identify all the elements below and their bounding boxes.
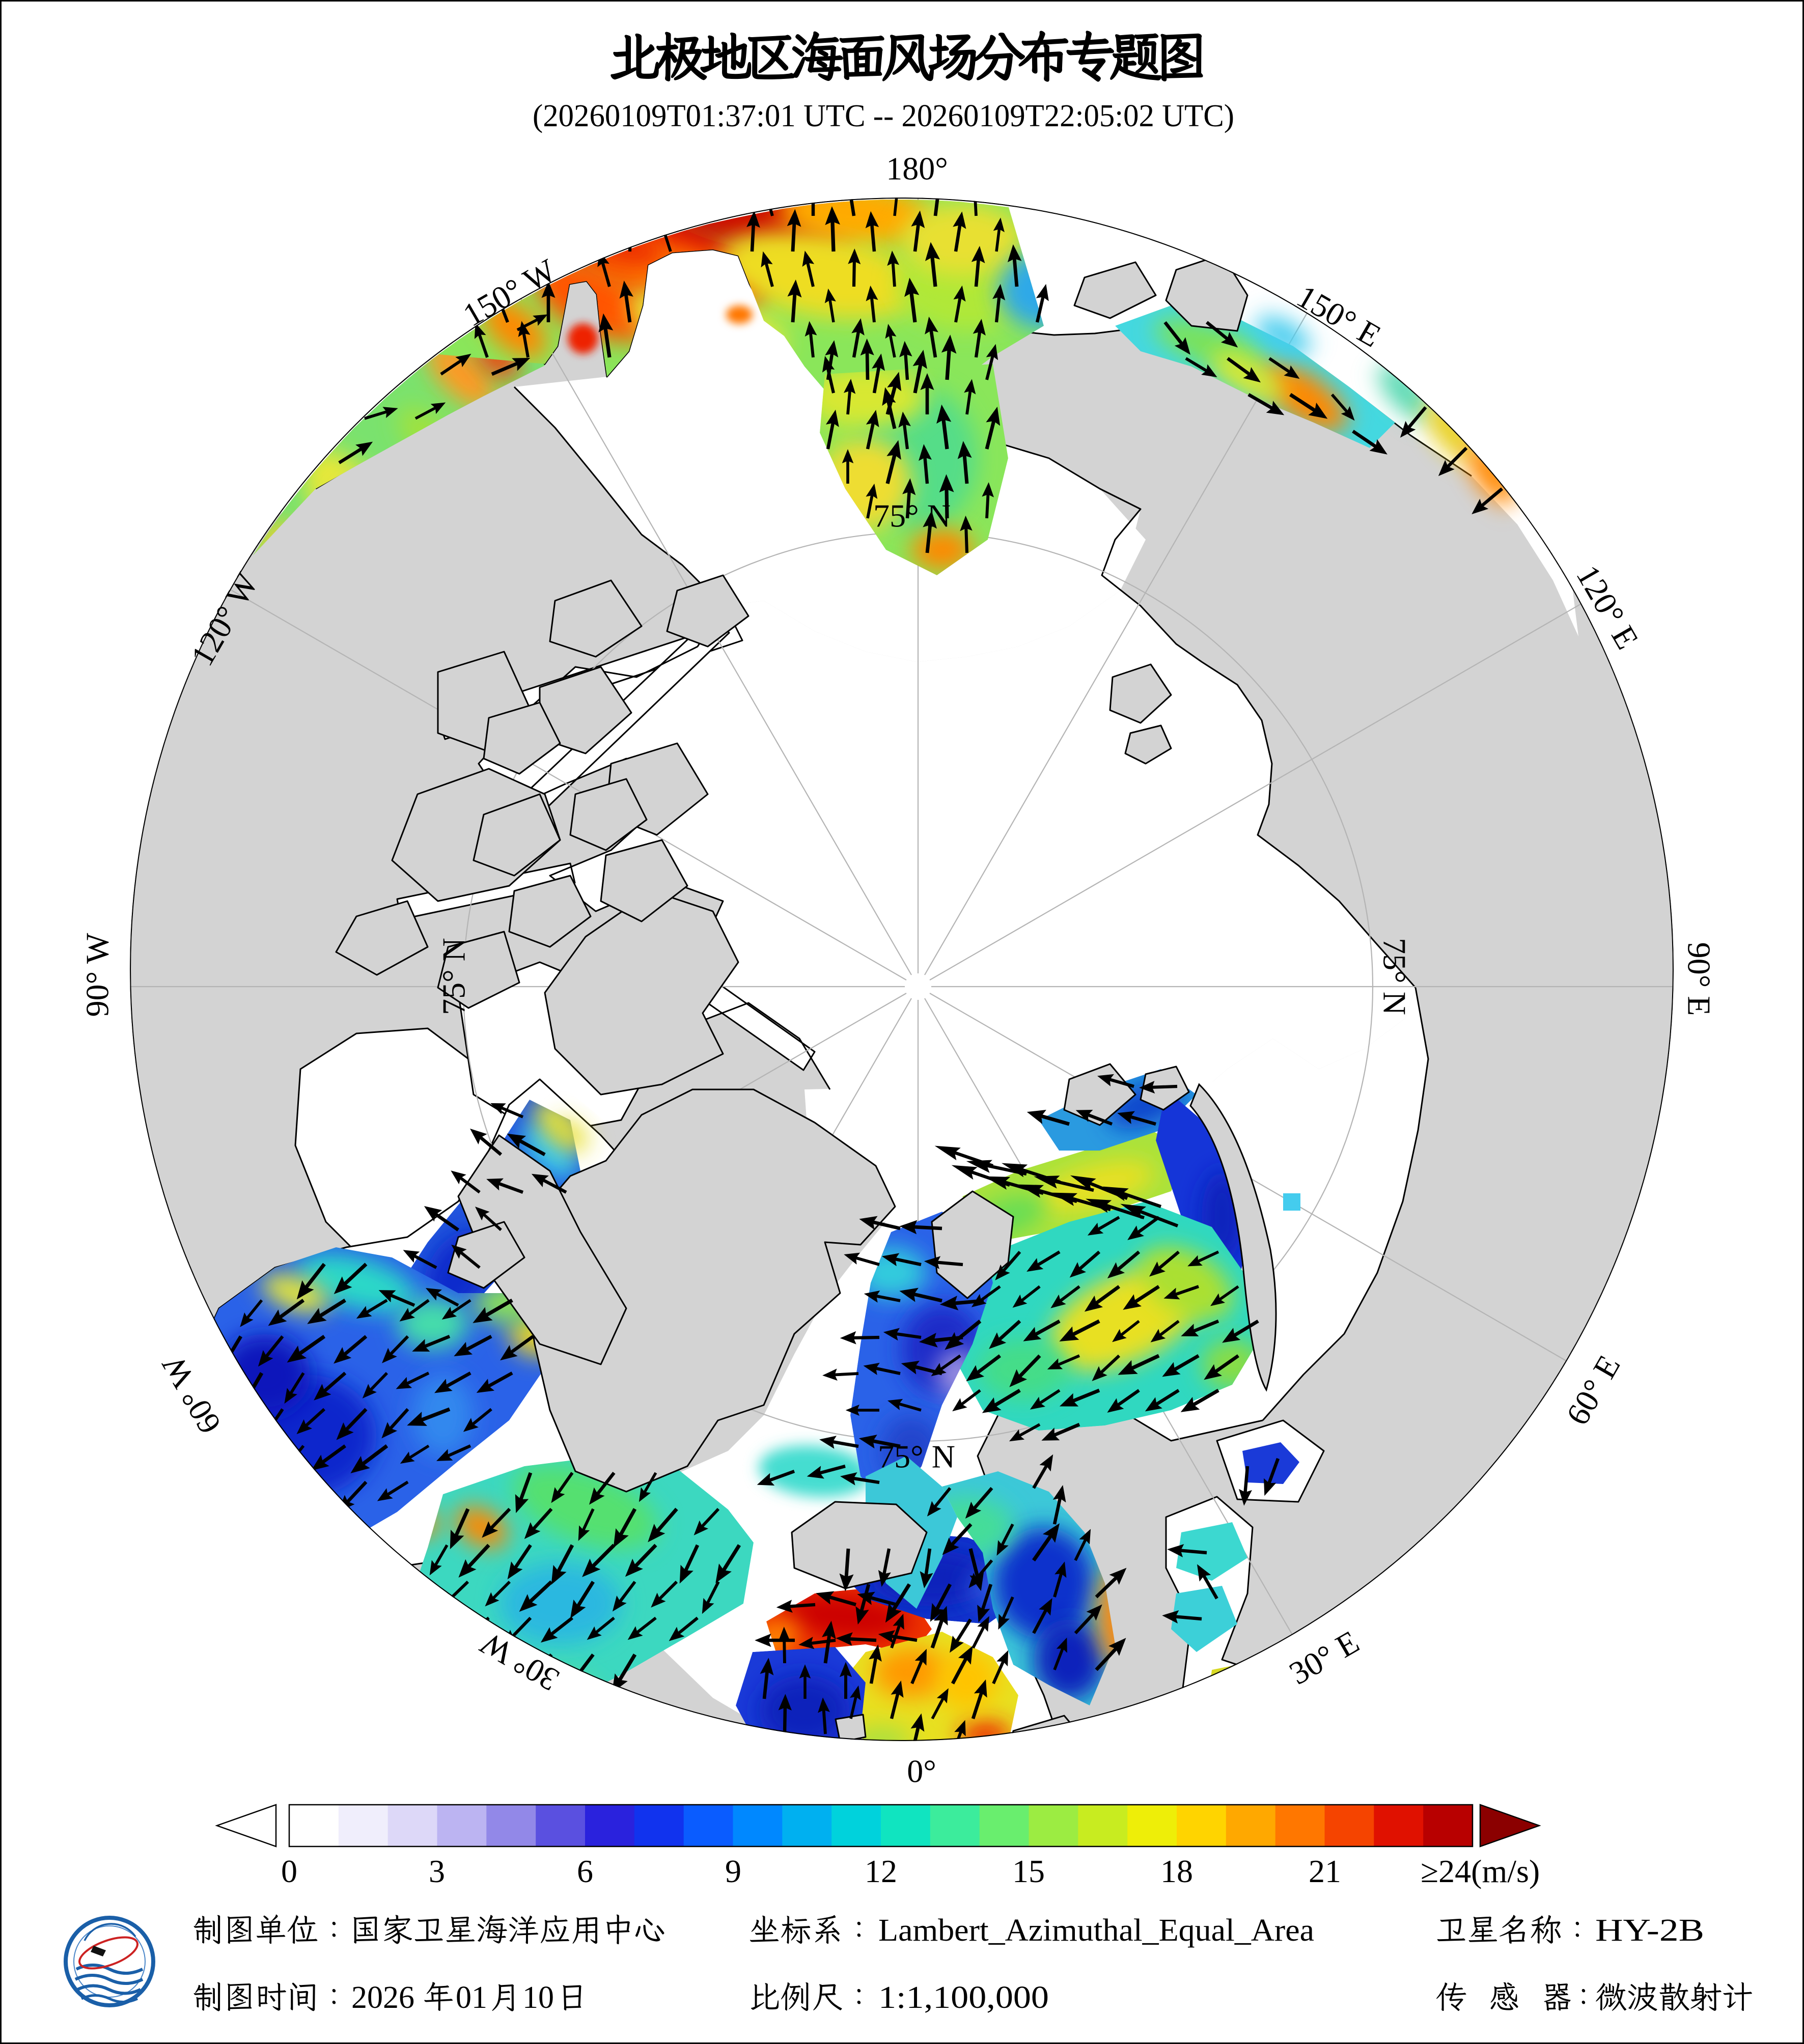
svg-text:15: 15 (1012, 1853, 1045, 1889)
svg-text:90° W: 90° W (79, 933, 115, 1017)
svg-text:1:1,100,000: 1:1,100,000 (878, 1980, 1049, 2015)
svg-text:01: 01 (456, 1980, 487, 2015)
svg-text:2026: 2026 (351, 1980, 414, 2015)
svg-text:18: 18 (1160, 1853, 1193, 1889)
svg-text:75° N: 75° N (873, 497, 951, 534)
svg-text:12: 12 (865, 1853, 897, 1889)
svg-text:3: 3 (429, 1853, 445, 1889)
svg-text:75° N: 75° N (878, 1438, 955, 1474)
svg-text:0°: 0° (907, 1753, 936, 1789)
svg-text:75° N: 75° N (1377, 938, 1413, 1015)
svg-text:75° N: 75° N (435, 938, 471, 1015)
svg-text:9: 9 (725, 1853, 741, 1889)
svg-text:0: 0 (281, 1853, 297, 1889)
svg-text:21: 21 (1309, 1853, 1341, 1889)
svg-text:(20260109T01:37:01 UTC -- 2026: (20260109T01:37:01 UTC -- 20260109T22:05… (533, 99, 1234, 133)
svg-text:180°: 180° (886, 150, 948, 186)
svg-text:≥24(m/s): ≥24(m/s) (1421, 1853, 1540, 1889)
svg-text:HY-2B: HY-2B (1595, 1913, 1704, 1948)
svg-text:6: 6 (577, 1853, 593, 1889)
svg-text:Lambert_Azimuthal_Equal_Area: Lambert_Azimuthal_Equal_Area (878, 1913, 1314, 1948)
svg-text:90° E: 90° E (1681, 942, 1717, 1016)
svg-text:10: 10 (522, 1980, 554, 2015)
